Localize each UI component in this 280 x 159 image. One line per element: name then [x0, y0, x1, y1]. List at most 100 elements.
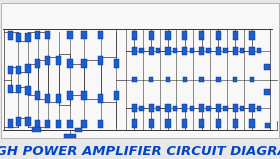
Bar [139, 106, 144, 111]
Bar [264, 64, 270, 70]
Bar [32, 127, 41, 132]
Bar [250, 77, 254, 82]
Bar [165, 31, 171, 40]
Bar [35, 59, 40, 68]
Bar [98, 120, 103, 128]
Bar [182, 31, 187, 40]
Bar [25, 64, 31, 73]
Bar [35, 120, 40, 128]
Bar [67, 59, 73, 68]
Bar [249, 104, 255, 113]
Bar [25, 33, 31, 42]
Bar [156, 48, 160, 53]
Bar [35, 91, 40, 100]
Bar [16, 85, 21, 93]
Bar [233, 31, 238, 40]
Bar [45, 56, 50, 65]
Bar [98, 31, 103, 39]
Bar [16, 33, 21, 42]
Bar [25, 86, 31, 95]
Bar [182, 104, 187, 113]
Bar [233, 77, 237, 82]
Bar [240, 48, 244, 53]
Bar [223, 106, 228, 111]
Bar [249, 46, 255, 55]
Bar [64, 134, 76, 138]
Bar [233, 46, 238, 55]
Bar [216, 77, 221, 82]
Bar [132, 46, 137, 55]
Bar [233, 119, 238, 128]
Bar [98, 94, 103, 103]
Bar [206, 48, 211, 53]
Bar [149, 46, 154, 55]
Bar [199, 77, 204, 82]
Bar [199, 31, 204, 40]
Bar [264, 89, 270, 95]
Bar [233, 104, 238, 113]
Bar [183, 77, 187, 82]
Bar [206, 106, 211, 111]
Bar [16, 66, 21, 74]
Bar [81, 31, 87, 39]
Bar [223, 48, 228, 53]
Bar [149, 104, 154, 113]
Bar [173, 48, 177, 53]
Bar [8, 85, 13, 93]
Bar [45, 94, 50, 103]
Bar [199, 119, 204, 128]
Bar [114, 91, 119, 100]
Bar [16, 117, 21, 126]
Bar [199, 104, 204, 113]
Bar [173, 106, 177, 111]
Bar [98, 56, 103, 65]
Bar [190, 106, 194, 111]
Bar [199, 46, 204, 55]
Bar [8, 66, 13, 74]
Bar [182, 46, 187, 55]
Bar [45, 120, 50, 128]
Bar [265, 123, 270, 128]
Bar [165, 46, 171, 55]
Bar [156, 106, 160, 111]
Bar [139, 48, 144, 53]
Bar [8, 119, 13, 128]
Bar [216, 31, 221, 40]
Bar [182, 119, 187, 128]
Bar [216, 104, 221, 113]
Bar [132, 31, 137, 40]
Bar [56, 56, 61, 65]
Bar [45, 31, 50, 39]
Bar [165, 104, 171, 113]
Bar [257, 106, 261, 111]
Bar [149, 77, 153, 82]
Bar [216, 119, 221, 128]
Bar [132, 77, 137, 82]
Bar [216, 46, 221, 55]
Bar [132, 104, 137, 113]
Bar [67, 91, 73, 100]
Bar [35, 31, 40, 39]
Bar [249, 119, 255, 128]
Bar [67, 120, 73, 128]
Bar [67, 31, 73, 39]
Bar [165, 119, 171, 128]
Bar [190, 48, 194, 53]
Bar [25, 117, 31, 126]
Bar [8, 31, 13, 40]
Text: HIGH POWER AMPLIFIER CIRCUIT DIAGRAM: HIGH POWER AMPLIFIER CIRCUIT DIAGRAM [0, 145, 280, 158]
Bar [249, 31, 255, 40]
Bar [166, 77, 170, 82]
Bar [114, 59, 119, 68]
Bar [75, 128, 82, 132]
Bar [1, 3, 279, 138]
Bar [132, 119, 137, 128]
Bar [81, 91, 87, 100]
Bar [81, 120, 87, 128]
Bar [257, 48, 261, 53]
Bar [81, 59, 87, 68]
Bar [240, 106, 244, 111]
Bar [56, 94, 61, 103]
Bar [149, 31, 154, 40]
Bar [149, 119, 154, 128]
